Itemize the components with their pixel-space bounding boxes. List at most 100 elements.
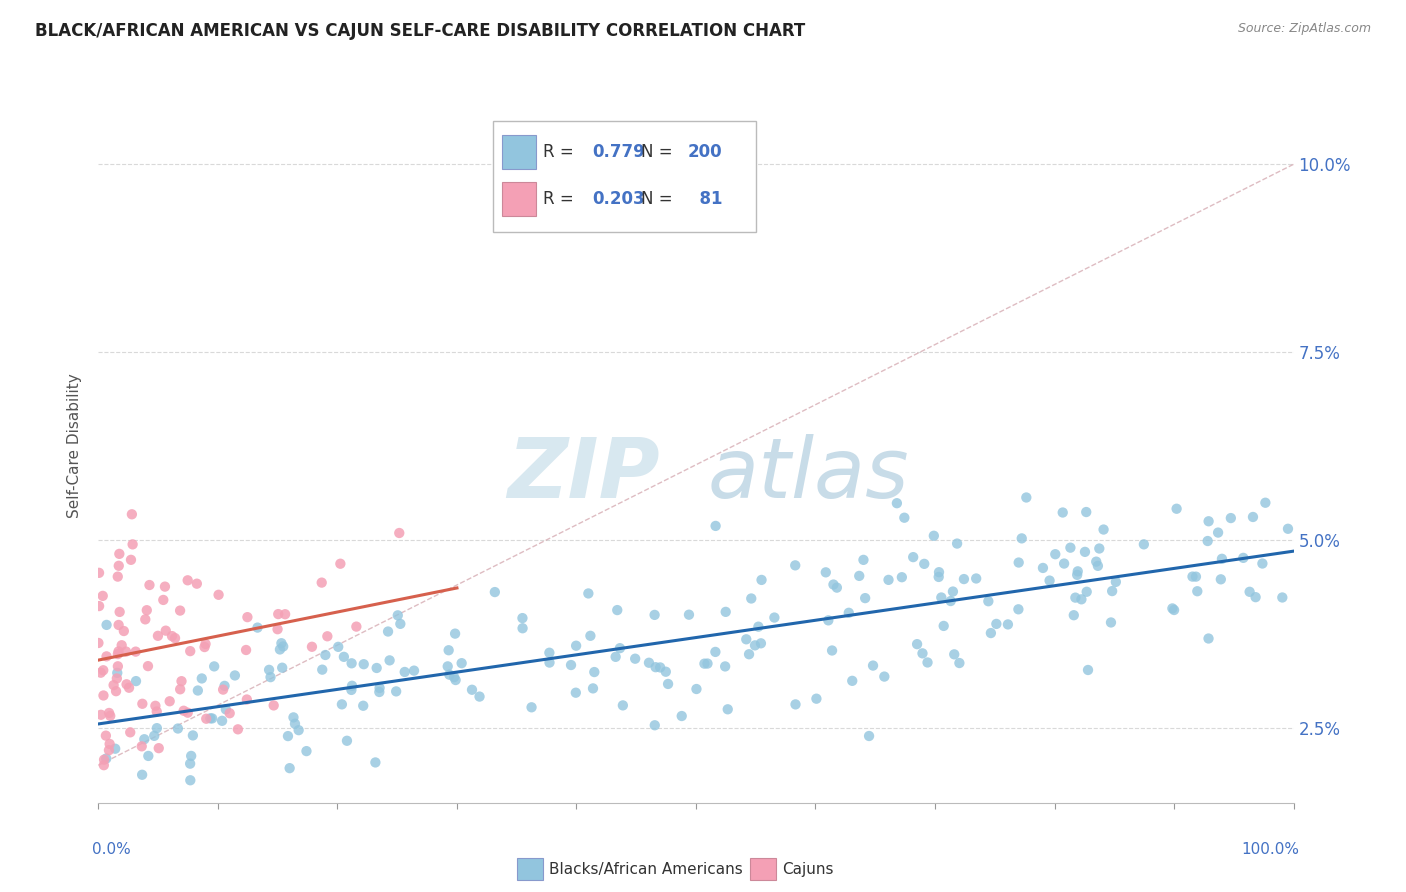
Point — [655, 665, 678, 679]
Text: BLACK/AFRICAN AMERICAN VS CAJUN SELF-CARE DISABILITY CORRELATION CHART: BLACK/AFRICAN AMERICAN VS CAJUN SELF-CAR… — [35, 22, 806, 40]
Point — [1063, 608, 1085, 623]
Point — [943, 648, 966, 662]
Point — [1198, 514, 1220, 528]
Point — [246, 621, 269, 635]
Point — [125, 645, 148, 659]
Point — [1066, 567, 1088, 582]
Point — [176, 574, 198, 588]
Point — [609, 641, 631, 656]
Point — [145, 705, 167, 719]
Point — [90, 707, 112, 722]
Point — [267, 607, 290, 621]
Point — [853, 591, 876, 606]
Text: Blacks/African Americans: Blacks/African Americans — [548, 862, 742, 877]
FancyBboxPatch shape — [502, 182, 536, 216]
Point — [153, 580, 176, 594]
Point — [624, 651, 647, 665]
Point — [644, 718, 666, 732]
Point — [848, 569, 870, 583]
Point — [96, 618, 118, 632]
Point — [163, 631, 186, 645]
Point — [444, 673, 467, 687]
Point — [105, 672, 128, 686]
Point — [212, 682, 235, 697]
Point — [717, 702, 740, 716]
Point — [953, 572, 976, 586]
Point — [1067, 565, 1090, 579]
Point — [353, 657, 375, 672]
Point — [366, 661, 388, 675]
Point — [385, 684, 408, 698]
Point — [763, 610, 786, 624]
Point — [387, 608, 409, 623]
Point — [1254, 496, 1277, 510]
Point — [301, 640, 323, 654]
Point — [277, 729, 299, 743]
Point — [890, 570, 912, 584]
Point — [340, 682, 363, 697]
Point — [814, 566, 837, 580]
Text: 0.0%: 0.0% — [93, 842, 131, 857]
Point — [1161, 601, 1184, 615]
Point — [714, 605, 737, 619]
FancyBboxPatch shape — [502, 135, 536, 169]
Point — [136, 659, 159, 673]
Point — [191, 672, 214, 686]
Point — [704, 519, 727, 533]
Point — [98, 709, 121, 723]
Text: 0.203: 0.203 — [592, 190, 644, 208]
Point — [1008, 556, 1031, 570]
Point — [167, 722, 190, 736]
Point — [579, 629, 602, 643]
Point — [377, 624, 399, 639]
Point — [214, 679, 236, 693]
Point — [638, 656, 661, 670]
Point — [1077, 663, 1099, 677]
Point — [740, 591, 762, 606]
Point — [1239, 584, 1261, 599]
Text: 81: 81 — [688, 190, 723, 208]
Point — [696, 657, 718, 671]
Point — [825, 581, 848, 595]
Text: 0.779: 0.779 — [592, 143, 645, 161]
Point — [187, 683, 209, 698]
Point — [179, 773, 201, 788]
Point — [311, 663, 333, 677]
Point — [939, 594, 962, 608]
Text: N =: N = — [641, 190, 678, 208]
Point — [87, 566, 110, 580]
Point — [159, 694, 181, 708]
Point — [582, 681, 605, 696]
Point — [1219, 511, 1241, 525]
Point — [735, 632, 758, 647]
Point — [1076, 584, 1098, 599]
Point — [155, 624, 177, 638]
Point — [1007, 602, 1029, 616]
Point — [266, 622, 288, 636]
Point — [200, 711, 222, 725]
Text: atlas: atlas — [709, 434, 910, 515]
Point — [605, 649, 627, 664]
Point — [1232, 550, 1254, 565]
Point — [87, 599, 110, 613]
Point — [215, 702, 238, 716]
Point — [224, 668, 246, 682]
Point — [121, 537, 143, 551]
Point — [136, 748, 159, 763]
Point — [177, 706, 200, 720]
Point — [901, 550, 924, 565]
Point — [520, 700, 543, 714]
Point — [714, 659, 737, 673]
Point — [340, 657, 363, 671]
Point — [917, 656, 939, 670]
Point — [439, 667, 461, 681]
Point — [226, 723, 249, 737]
Point — [97, 743, 120, 757]
Point — [274, 607, 297, 622]
Point — [862, 658, 884, 673]
Point — [193, 640, 215, 654]
Point — [468, 690, 491, 704]
Point — [87, 636, 110, 650]
Point — [218, 706, 240, 721]
Point — [104, 741, 127, 756]
